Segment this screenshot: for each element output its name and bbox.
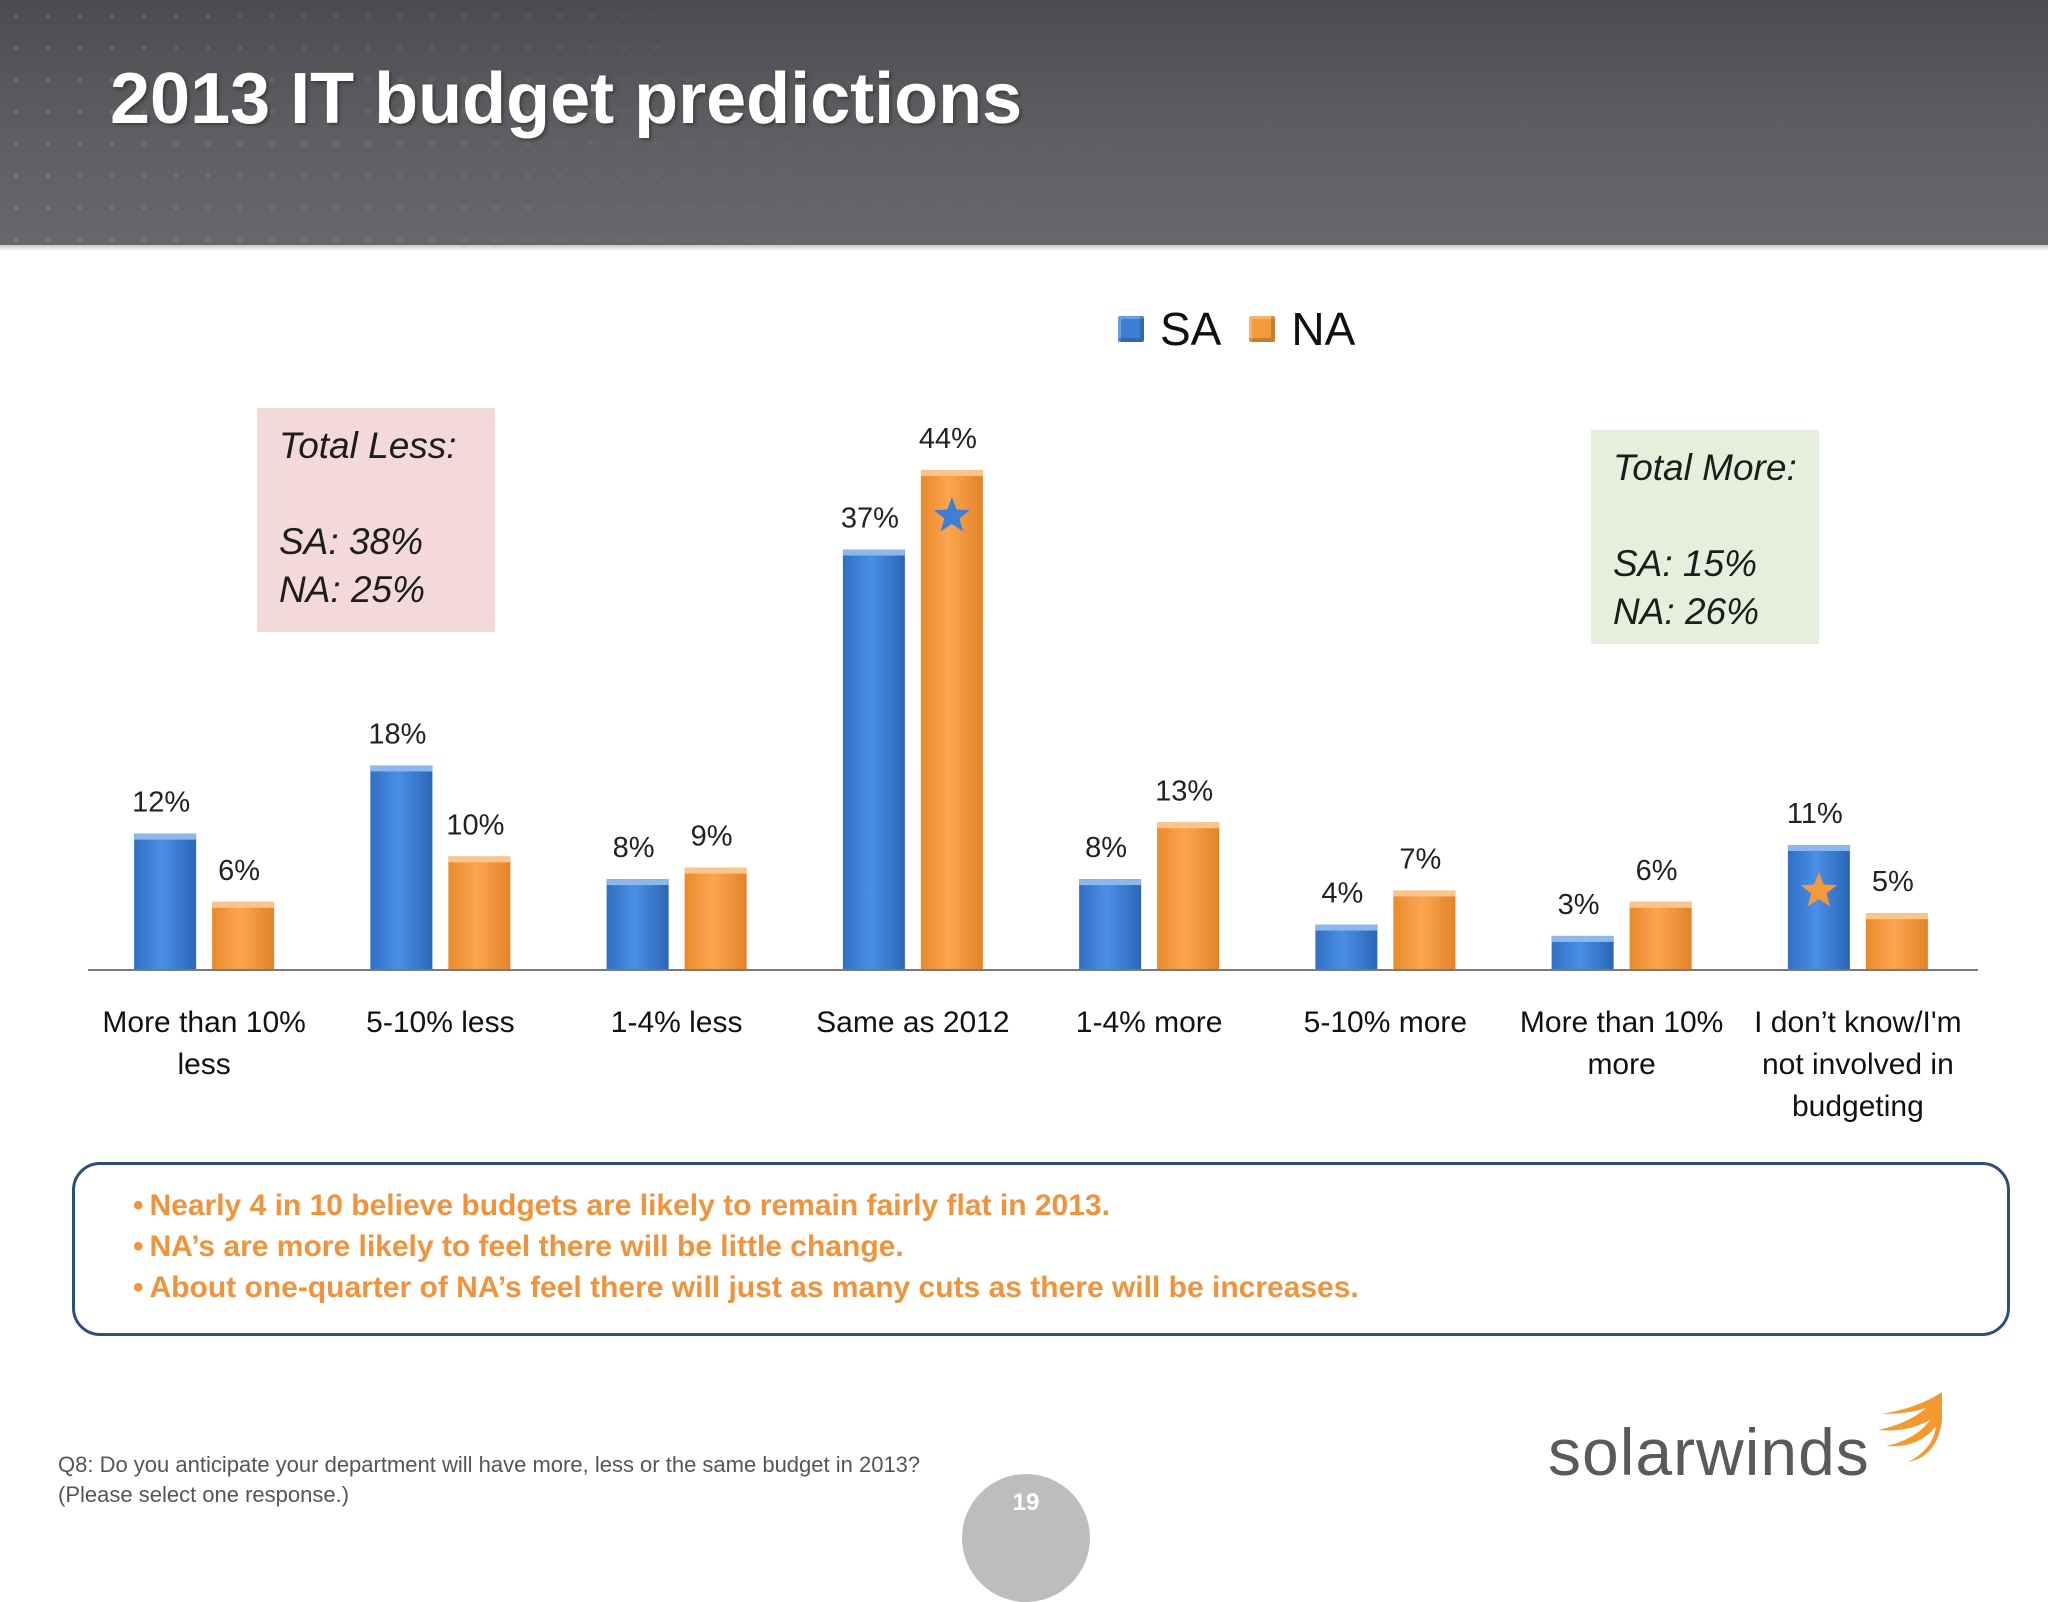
category-label: I don’t know/I'm not involved in budgeti… xyxy=(1754,1006,1962,1123)
bar-sa xyxy=(134,833,197,970)
star-icon xyxy=(933,497,970,532)
legend-item-sa: SA xyxy=(1118,302,1221,356)
legend-label-sa: SA xyxy=(1160,303,1222,355)
finding-item: • NA’s are more likely to feel there will… xyxy=(133,1230,904,1263)
bar-sa xyxy=(1079,879,1142,970)
logo-wordmark: solarwinds xyxy=(1548,1415,1870,1489)
category-label: Same as 2012 xyxy=(816,1006,1010,1039)
category-label: 5-10% less xyxy=(366,1006,515,1039)
bar-top-na xyxy=(448,856,511,863)
legend-swatch-na xyxy=(1249,316,1276,342)
banner-shadow xyxy=(0,245,2048,251)
chart-legend: SA NA xyxy=(1118,302,1383,356)
data-label-na: 5% xyxy=(1872,866,1914,898)
category-label: 1-4% more xyxy=(1075,1006,1223,1039)
banner-dot-pattern xyxy=(0,0,1200,245)
bar-na xyxy=(212,901,275,970)
bar-top-sa xyxy=(1787,845,1850,851)
data-label-na: 6% xyxy=(218,855,260,887)
bar-sa xyxy=(370,765,433,970)
bar-top-sa xyxy=(1079,879,1142,886)
finding-text: NA’s are more likely to feel there will … xyxy=(149,1230,904,1263)
finding-item: • About one-quarter of NA’s feel there wi… xyxy=(133,1271,1359,1304)
data-label-sa: 37% xyxy=(841,503,899,535)
category-label: More than 10% more xyxy=(1519,1006,1724,1081)
data-label-na: 44% xyxy=(919,423,977,455)
legend-label-na: NA xyxy=(1291,303,1356,355)
category-label: More than 10% less xyxy=(102,1006,306,1081)
bar-na xyxy=(1629,901,1692,970)
solarwinds-logo: solarwinds xyxy=(1548,1390,1968,1500)
title-banner: 2013 IT budget predictions xyxy=(0,0,2048,245)
legend-item-na: NA xyxy=(1249,302,1355,356)
bar-sa xyxy=(1315,924,1378,970)
bar-top-sa xyxy=(370,765,433,772)
bar-top-sa xyxy=(606,879,669,886)
finding-text: Nearly 4 in 10 believe budgets are likel… xyxy=(149,1189,1110,1222)
data-label-sa: 4% xyxy=(1321,878,1363,910)
data-label-na: 10% xyxy=(446,809,504,841)
bar-top-na xyxy=(1865,913,1928,920)
bar-top-na xyxy=(684,867,747,874)
data-label-sa: 18% xyxy=(368,718,426,750)
legend-swatch-sa xyxy=(1118,316,1144,342)
bar-top-na xyxy=(1629,901,1692,908)
bar-top-sa xyxy=(134,833,197,840)
page-title: 2013 IT budget predictions xyxy=(110,59,1023,139)
category-label: 1-4% less xyxy=(610,1006,743,1039)
bar-na xyxy=(684,867,747,970)
bar-chart: 12% 6% 18% 10% 8% 9% 37% 44% 8% 13% 4% 7% 3% 6% 11% 5% xyxy=(88,423,1978,971)
total-less-na: NA: 25% xyxy=(279,569,426,610)
bar-na xyxy=(920,470,983,970)
total-more-sa: SA: 15% xyxy=(1613,543,1757,584)
finding-item: • Nearly 4 in 10 believe budgets are like… xyxy=(133,1189,1110,1222)
bar-na xyxy=(1393,890,1456,970)
data-label-na: 13% xyxy=(1155,775,1213,807)
bar-top-na xyxy=(212,901,275,908)
survey-question-footnote: Q8: Do you anticipate your department wi… xyxy=(58,1452,921,1507)
bar-top-sa xyxy=(842,549,905,556)
bar-na xyxy=(1865,913,1928,970)
category-label: 5-10% more xyxy=(1303,1006,1468,1039)
data-label-na: 9% xyxy=(691,821,733,853)
total-more-title: Total More: xyxy=(1613,447,1797,488)
bar-na xyxy=(448,856,511,970)
bar-top-sa xyxy=(1551,935,1614,942)
bar-na xyxy=(1157,822,1220,970)
star-icon xyxy=(1800,872,1837,907)
data-label-sa: 11% xyxy=(1787,798,1843,830)
data-label-sa: 8% xyxy=(1085,832,1127,864)
bar-sa xyxy=(1787,845,1850,970)
total-less-callout: Total Less: SA: 38% NA: 25% xyxy=(257,408,495,632)
total-less-sa: SA: 38% xyxy=(279,521,423,562)
total-more-na: NA: 26% xyxy=(1613,591,1760,632)
bar-top-na xyxy=(920,470,983,476)
data-label-sa: 12% xyxy=(132,787,190,819)
finding-text: About one-quarter of NA’s feel there wil… xyxy=(149,1271,1359,1304)
data-label-na: 6% xyxy=(1636,855,1678,887)
data-label-sa: 8% xyxy=(613,832,655,864)
bar-sa xyxy=(606,879,669,970)
data-label-sa: 3% xyxy=(1558,889,1600,921)
total-less-title: Total Less: xyxy=(279,425,457,466)
total-more-callout: Total More: SA: 15% NA: 26% xyxy=(1591,430,1819,644)
bar-top-na xyxy=(1393,890,1456,897)
data-label-na: 7% xyxy=(1399,843,1441,875)
bar-top-sa xyxy=(1315,924,1378,931)
findings-box: • Nearly 4 in 10 believe budgets are like… xyxy=(72,1162,2010,1336)
solarwinds-flame-icon xyxy=(1878,1392,1942,1462)
bar-top-na xyxy=(1157,822,1220,829)
bar-sa xyxy=(842,549,905,970)
page-number: 19 xyxy=(1012,1489,1040,1516)
